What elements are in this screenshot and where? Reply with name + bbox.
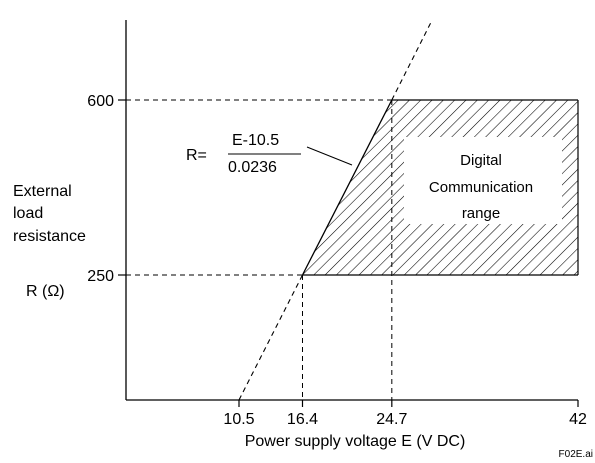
formula-denominator: 0.0236 (228, 159, 277, 176)
load-line-operating-segment (301, 99, 393, 276)
formula-prefix: R= (186, 147, 207, 164)
formula-leader-line (306, 146, 353, 166)
region-label-line-3: range (462, 205, 500, 222)
y-axis-label-line-2: load (13, 205, 43, 222)
tick-labels: 600 250 10.5 16.4 24.7 42 (87, 93, 587, 428)
series-layer (238, 20, 433, 401)
figure-id: F02E.ai (559, 449, 593, 460)
reference-lines (126, 99, 393, 400)
x-axis-label: Power supply voltage E (V DC) (245, 433, 466, 450)
y-axis-label-line-3: resistance (13, 228, 86, 245)
axes (125, 20, 578, 401)
x-tick-label-1: 16.4 (287, 411, 318, 428)
y-axis-symbol: R (Ω) (26, 283, 65, 300)
load-line-lower-segment (238, 274, 303, 401)
region-label-line-1: Digital (460, 152, 502, 169)
formula-numerator: E-10.5 (232, 132, 279, 149)
region-label-line-2: Communication (429, 179, 533, 196)
y-tick-label-0: 600 (87, 93, 114, 110)
y-tick-label-1: 250 (87, 268, 114, 285)
region-label-background (404, 137, 562, 224)
y-axis-label-line-1: External (13, 183, 72, 200)
load-line-upper-segment (391, 20, 433, 101)
x-tick-label-2: 24.7 (376, 411, 407, 428)
x-tick-label-0: 10.5 (223, 411, 254, 428)
x-tick-label-3: 42 (569, 411, 587, 428)
